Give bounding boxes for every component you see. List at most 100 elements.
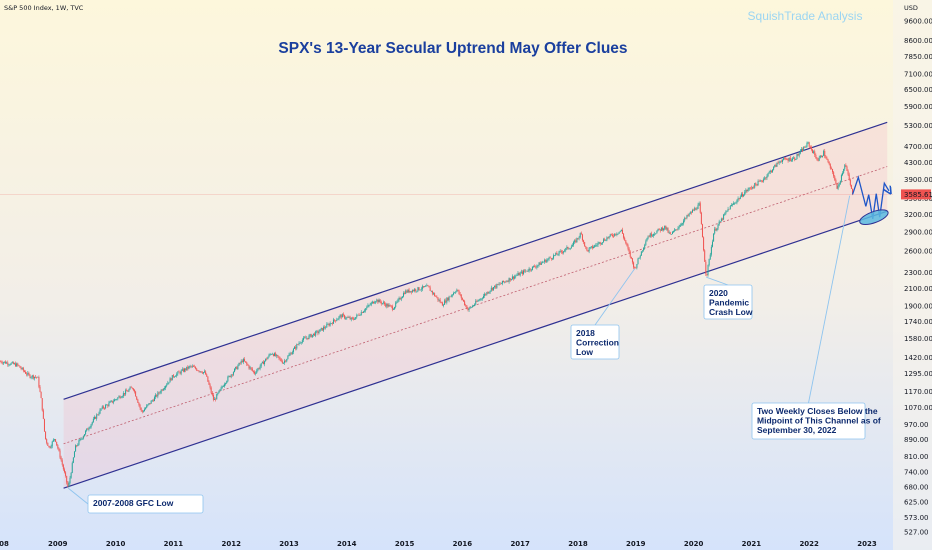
price-candle: [543, 261, 545, 263]
price-candle: [52, 439, 54, 442]
price-candle: [109, 401, 111, 403]
price-candle: [816, 158, 818, 160]
price-candle: [350, 317, 352, 320]
price-candle: [447, 297, 449, 301]
price-candle: [189, 365, 191, 367]
price-candle: [705, 261, 707, 274]
price-candle: [147, 404, 149, 406]
price-candle: [643, 247, 645, 251]
price-candle: [808, 142, 810, 147]
price-candle: [601, 242, 603, 244]
price-candle: [727, 208, 729, 211]
price-candle: [723, 214, 725, 220]
price-candle: [724, 213, 726, 215]
price-candle: [309, 334, 311, 336]
price-candle: [308, 335, 310, 339]
price-candle: [461, 298, 463, 300]
price-candle: [844, 165, 846, 169]
price-candle: [478, 300, 480, 301]
price-candle: [311, 334, 313, 338]
price-candle: [728, 208, 730, 210]
price-candle: [148, 403, 150, 405]
price-candle: [242, 359, 244, 363]
price-candle: [767, 173, 769, 176]
price-candle: [150, 400, 152, 404]
price-candle: [2, 362, 4, 364]
price-candle: [304, 337, 306, 339]
price-candle: [802, 149, 804, 151]
price-candle: [168, 382, 170, 384]
price-candle: [826, 158, 828, 160]
projected-lows-ellipse: [859, 209, 889, 225]
price-candle: [302, 337, 304, 341]
price-candle: [240, 360, 242, 364]
price-candle: [832, 169, 834, 173]
price-candle: [449, 296, 451, 298]
x-tick-label: 2023: [857, 540, 877, 548]
price-candle: [804, 147, 806, 148]
price-candle: [262, 361, 264, 365]
price-candle: [835, 179, 837, 184]
y-tick-label: 2600.00: [904, 247, 932, 255]
price-candle: [281, 361, 283, 364]
price-candle: [107, 404, 109, 406]
price-candle: [558, 251, 560, 255]
price-candle: [824, 150, 826, 157]
price-candle: [788, 157, 790, 161]
price-candle: [600, 243, 602, 245]
price-candle: [178, 371, 180, 373]
price-candle: [795, 158, 797, 160]
price-candle: [77, 444, 79, 446]
annotation-box: [751, 402, 866, 440]
annotation-text: 2007-2008 GFC Low: [93, 498, 174, 508]
price-candle: [399, 298, 401, 300]
price-candle: [231, 374, 233, 376]
price-candle: [845, 165, 847, 167]
price-candle: [43, 418, 45, 432]
price-candle: [746, 189, 748, 192]
price-candle: [511, 276, 513, 280]
y-tick-label: 810.00: [904, 453, 929, 461]
price-candle: [553, 255, 555, 259]
price-candle: [267, 357, 269, 360]
price-candle: [140, 407, 142, 411]
price-candle: [540, 262, 542, 265]
price-candle: [371, 301, 373, 303]
price-candle: [227, 376, 229, 382]
price-candle: [354, 319, 356, 320]
price-candle: [0, 361, 1, 362]
price-candle: [718, 221, 720, 225]
price-candle: [137, 399, 139, 403]
price-candle: [200, 371, 202, 373]
price-candle: [501, 280, 503, 284]
price-candle: [364, 310, 366, 312]
price-candle: [179, 372, 181, 374]
y-tick-label: 1295.00: [904, 370, 932, 378]
price-candle: [450, 295, 452, 297]
x-tick-label: 2018: [568, 540, 588, 548]
price-candle: [342, 314, 344, 316]
price-candle: [65, 472, 67, 476]
price-candle: [571, 245, 573, 247]
price-candle: [31, 375, 33, 378]
price-candle: [796, 154, 798, 159]
price-candle: [21, 367, 23, 369]
price-candle: [786, 159, 788, 161]
price-candle: [484, 293, 486, 296]
price-candle: [614, 233, 616, 237]
price-candle: [704, 250, 706, 262]
price-candle: [469, 307, 471, 309]
price-candle: [731, 204, 733, 206]
price-candle: [151, 400, 153, 401]
price-candle: [196, 368, 198, 371]
price-candle: [591, 246, 593, 249]
price-candle: [513, 276, 515, 279]
current-price-value: 3585.61: [904, 191, 932, 199]
price-candle: [583, 240, 585, 243]
price-candle: [666, 228, 668, 230]
price-candle: [222, 386, 224, 387]
price-candle: [260, 363, 262, 367]
price-candle: [645, 241, 647, 246]
